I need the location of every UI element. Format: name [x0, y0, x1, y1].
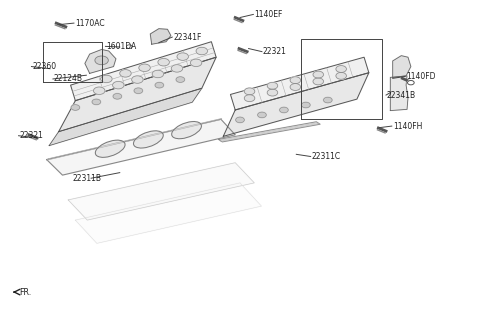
- Circle shape: [236, 117, 244, 123]
- Ellipse shape: [133, 131, 163, 148]
- Circle shape: [139, 64, 150, 71]
- Text: 22321: 22321: [263, 47, 287, 56]
- Polygon shape: [223, 73, 369, 136]
- Circle shape: [134, 88, 143, 94]
- Circle shape: [126, 45, 132, 49]
- Polygon shape: [47, 119, 235, 175]
- Text: 1140FH: 1140FH: [393, 121, 422, 131]
- Circle shape: [280, 107, 288, 113]
- Text: 1140FD: 1140FD: [406, 72, 435, 81]
- Text: 22341B: 22341B: [387, 90, 416, 100]
- Circle shape: [258, 112, 266, 118]
- Circle shape: [191, 59, 202, 67]
- Circle shape: [324, 97, 332, 103]
- Circle shape: [94, 87, 105, 95]
- Circle shape: [152, 70, 164, 78]
- Circle shape: [196, 47, 207, 55]
- Circle shape: [301, 102, 310, 108]
- Circle shape: [336, 72, 347, 79]
- Text: 22311B: 22311B: [72, 174, 101, 183]
- Text: 1170AC: 1170AC: [75, 18, 105, 28]
- Polygon shape: [393, 56, 411, 77]
- Circle shape: [408, 80, 414, 85]
- Circle shape: [158, 59, 169, 66]
- Circle shape: [95, 56, 108, 65]
- Circle shape: [267, 82, 278, 89]
- Circle shape: [113, 81, 124, 89]
- Ellipse shape: [172, 121, 202, 139]
- Circle shape: [267, 89, 278, 96]
- Polygon shape: [68, 163, 254, 220]
- Polygon shape: [75, 183, 262, 244]
- Circle shape: [113, 94, 121, 99]
- Circle shape: [336, 66, 347, 72]
- Polygon shape: [59, 57, 216, 132]
- Circle shape: [101, 75, 112, 83]
- Circle shape: [71, 105, 80, 110]
- Circle shape: [313, 71, 324, 78]
- Circle shape: [290, 84, 300, 90]
- Text: 1140EF: 1140EF: [254, 10, 283, 19]
- Circle shape: [244, 95, 255, 102]
- Polygon shape: [85, 49, 116, 73]
- Text: 22124B: 22124B: [54, 74, 83, 84]
- Circle shape: [313, 78, 324, 85]
- Ellipse shape: [96, 140, 125, 157]
- Circle shape: [171, 65, 183, 72]
- Text: 22311C: 22311C: [312, 152, 341, 161]
- Text: FR.: FR.: [20, 288, 32, 296]
- Polygon shape: [71, 42, 216, 101]
- Circle shape: [120, 69, 131, 77]
- Polygon shape: [390, 76, 408, 110]
- Circle shape: [290, 77, 300, 84]
- Polygon shape: [49, 88, 202, 146]
- Circle shape: [132, 76, 143, 83]
- Circle shape: [155, 82, 164, 88]
- Text: 22360: 22360: [33, 62, 57, 71]
- Circle shape: [176, 77, 185, 82]
- Text: 22341F: 22341F: [173, 33, 202, 42]
- Circle shape: [244, 88, 255, 95]
- Circle shape: [177, 53, 189, 60]
- Polygon shape: [150, 29, 171, 44]
- Circle shape: [92, 99, 101, 105]
- Polygon shape: [218, 122, 320, 142]
- Text: 22321: 22321: [20, 131, 43, 140]
- Text: 1601DA: 1601DA: [107, 42, 137, 51]
- Polygon shape: [230, 57, 369, 110]
